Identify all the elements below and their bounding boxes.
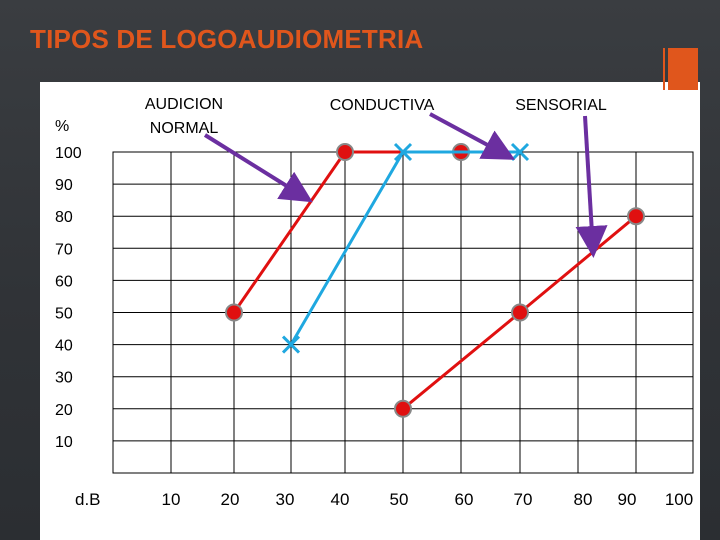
- data-point: [394, 399, 412, 418]
- x-tick-label: 100: [665, 490, 693, 509]
- chart-grid: [112, 151, 694, 474]
- y-axis-ticks: 100 90 80 70 60 50 40 30 20 10: [55, 145, 82, 451]
- arrow-sensorial: [575, 115, 608, 258]
- x-axis-label: d.B: [75, 490, 101, 509]
- decorative-accent-bar: [663, 48, 698, 90]
- x-tick-label: 30: [276, 490, 295, 509]
- data-point: [511, 303, 529, 322]
- x-tick-label: 90: [618, 490, 637, 509]
- y-tick-label: 90: [55, 177, 73, 194]
- y-tick-label: 80: [55, 209, 73, 226]
- data-point: [281, 335, 301, 354]
- annotation-normal-line1: AUDICION: [145, 96, 223, 113]
- data-point: [225, 303, 243, 322]
- y-tick-label: 100: [55, 145, 82, 162]
- data-point: [336, 143, 354, 161]
- x-tick-label: 60: [455, 490, 474, 509]
- x-axis-ticks: 10 20 30 40 50 60 70 80 90 100: [162, 490, 694, 509]
- annotation-normal-line2: NORMAL: [150, 120, 219, 137]
- x-tick-label: 50: [390, 490, 409, 509]
- slide-title: TIPOS DE LOGOAUDIOMETRIA: [30, 24, 424, 54]
- data-point: [627, 207, 645, 226]
- slide-content-area: [40, 82, 700, 540]
- annotation-conductiva: CONDUCTIVA: [330, 97, 435, 114]
- y-tick-label: 20: [55, 402, 73, 419]
- x-tick-label: 70: [514, 490, 533, 509]
- data-point: [393, 142, 413, 162]
- arrow-normal: [203, 133, 313, 203]
- y-tick-label: 40: [55, 338, 73, 355]
- x-tick-label: 10: [162, 490, 181, 509]
- arrow-conductiva: [429, 112, 516, 160]
- x-marker-stroke: [393, 142, 413, 162]
- y-tick-label: 60: [55, 273, 73, 290]
- x-tick-label: 80: [574, 490, 593, 509]
- chart-annotations: AUDICION NORMAL CONDUCTIVA SENSORIAL: [145, 96, 608, 258]
- y-tick-label: 70: [55, 241, 73, 258]
- x-tick-label: 20: [221, 490, 240, 509]
- y-tick-label: 50: [55, 306, 73, 323]
- y-tick-label: 30: [55, 370, 73, 387]
- x-marker-stroke: [281, 335, 301, 354]
- x-tick-label: 40: [331, 490, 350, 509]
- y-axis-label: %: [55, 118, 69, 135]
- y-tick-label: 10: [55, 434, 73, 451]
- annotation-sensorial: SENSORIAL: [515, 97, 607, 114]
